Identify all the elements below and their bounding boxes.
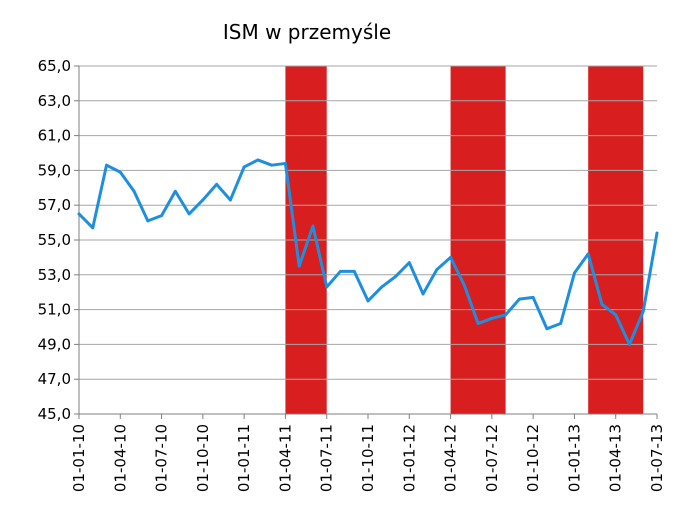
y-tick-label: 45,0 xyxy=(38,405,71,423)
data-point xyxy=(311,224,315,228)
data-point xyxy=(573,271,576,275)
x-tick-label: 01-07-11 xyxy=(318,424,336,492)
data-point xyxy=(394,275,397,278)
data-point xyxy=(531,296,535,299)
y-tick-label: 65,0 xyxy=(38,57,71,75)
data-point xyxy=(462,283,466,287)
series-line xyxy=(77,158,659,346)
y-tick-label: 47,0 xyxy=(38,370,71,388)
series-lines xyxy=(77,158,659,346)
data-point xyxy=(91,226,95,230)
y-tick-label: 57,0 xyxy=(38,196,71,214)
x-tick-label: 01-04-12 xyxy=(442,424,460,492)
x-tick-label: 01-07-10 xyxy=(153,424,171,492)
x-tick-label: 01-07-12 xyxy=(483,424,501,492)
x-axis-ticks: 01-01-10 01-04-10 01-07-10 01-10-10 01-01-11… xyxy=(70,414,666,492)
data-point xyxy=(641,309,645,313)
data-point xyxy=(545,327,549,331)
y-axis-ticks: 45,0 47,0 49,0 51,0 53,0 55,0 57,0 59,0 61,0 63,0… xyxy=(38,57,79,423)
data-point xyxy=(270,163,274,167)
data-point xyxy=(559,322,563,325)
data-point xyxy=(228,198,232,202)
data-point xyxy=(655,231,659,235)
data-point xyxy=(366,299,370,303)
data-point xyxy=(256,158,260,162)
x-tick-label: 01-04-13 xyxy=(607,424,625,492)
y-tick-label: 59,0 xyxy=(38,161,71,179)
data-point xyxy=(600,302,604,306)
y-tick-label: 63,0 xyxy=(38,92,71,110)
data-point xyxy=(105,163,108,167)
data-point xyxy=(628,343,631,346)
data-point xyxy=(339,269,342,273)
data-point xyxy=(173,189,177,193)
data-point xyxy=(160,214,163,218)
gridlines xyxy=(79,65,657,380)
data-point xyxy=(614,313,618,317)
data-point xyxy=(449,256,452,259)
x-tick-label: 01-01-12 xyxy=(400,424,418,492)
data-point xyxy=(77,212,81,216)
data-point xyxy=(421,292,425,296)
data-point xyxy=(476,322,480,325)
data-point xyxy=(242,165,246,169)
data-point xyxy=(490,316,494,320)
x-tick-label: 01-01-10 xyxy=(70,424,88,492)
y-tick-label: 61,0 xyxy=(38,127,71,145)
x-tick-label: 01-10-10 xyxy=(194,424,212,492)
chart-title: ISM w przemyśle xyxy=(222,20,392,44)
x-tick-label: 01-07-13 xyxy=(648,424,666,492)
y-tick-label: 49,0 xyxy=(38,335,71,353)
data-point xyxy=(132,189,136,193)
data-point xyxy=(325,285,329,289)
y-tick-label: 53,0 xyxy=(38,266,71,284)
x-tick-label: 01-10-12 xyxy=(524,424,542,492)
data-point xyxy=(435,268,439,271)
x-tick-label: 01-04-11 xyxy=(276,424,294,492)
x-tick-label: 01-10-11 xyxy=(359,424,377,492)
x-tick-label: 01-01-11 xyxy=(235,424,253,492)
data-point xyxy=(146,219,150,223)
data-point xyxy=(517,297,521,301)
y-tick-label: 51,0 xyxy=(38,301,71,319)
y-tick-label: 55,0 xyxy=(38,231,71,249)
data-point xyxy=(284,162,287,165)
data-point xyxy=(380,285,384,289)
data-point xyxy=(407,261,411,265)
data-point xyxy=(504,313,508,317)
x-tick-label: 01-04-10 xyxy=(111,424,129,492)
data-point xyxy=(201,198,205,202)
data-point xyxy=(215,182,219,186)
x-tick-label: 01-01-13 xyxy=(565,424,583,492)
data-point xyxy=(118,170,122,174)
data-point xyxy=(352,269,356,273)
data-point xyxy=(586,252,590,256)
data-point xyxy=(187,212,191,216)
data-point xyxy=(297,264,301,268)
